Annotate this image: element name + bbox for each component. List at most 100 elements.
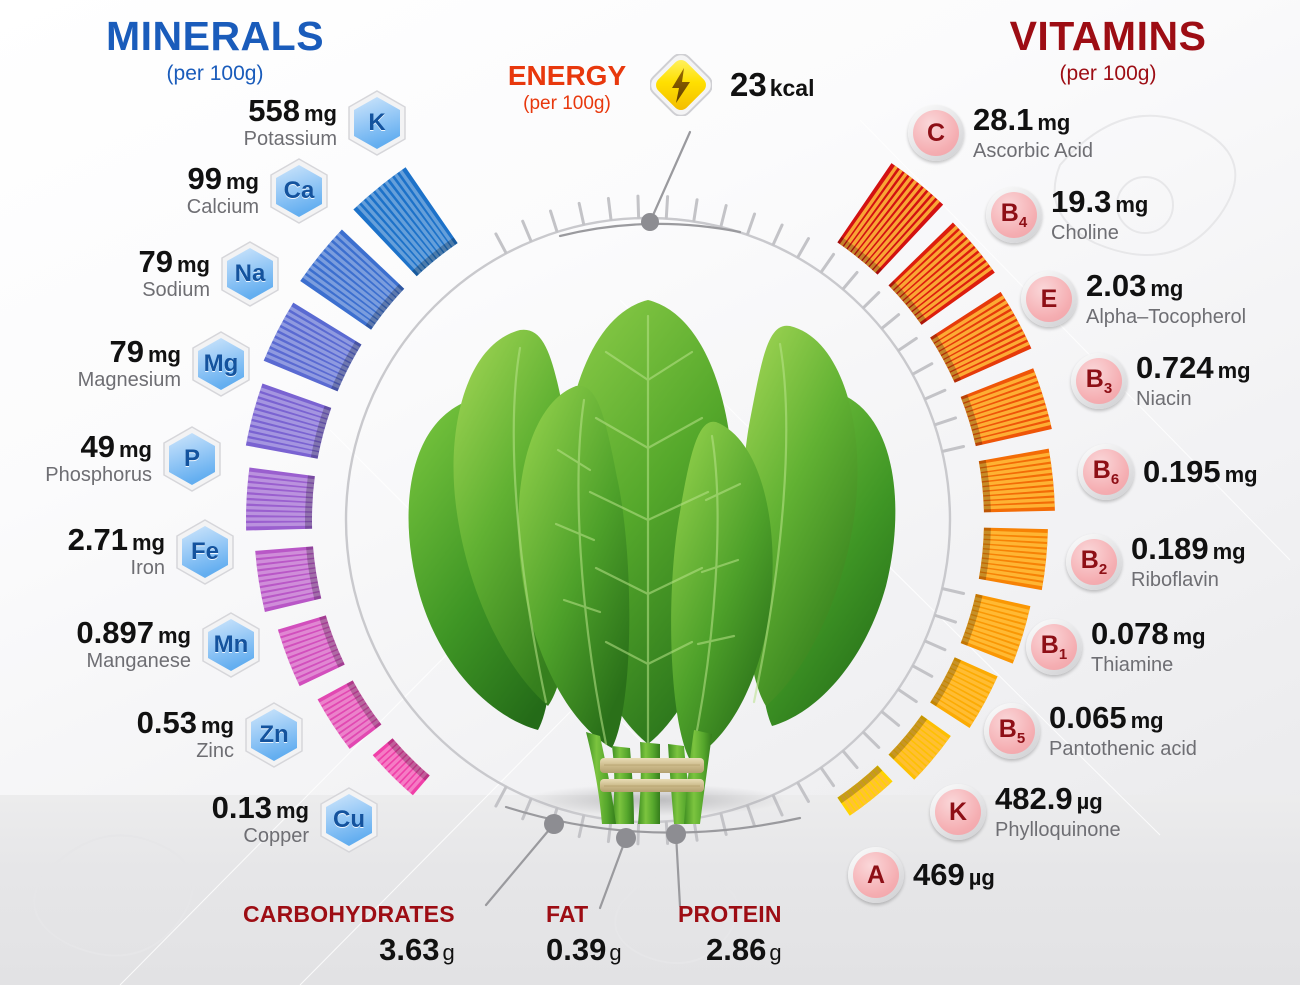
- vitamin-text: 0.078 mg Thiamine: [1091, 616, 1206, 678]
- gauge-segment: [372, 738, 430, 796]
- badge-inner: C: [913, 110, 959, 156]
- mineral-unit: mg: [304, 100, 337, 126]
- vitamin-symbol: B5: [998, 714, 1026, 747]
- mineral-name: Magnesium: [77, 368, 181, 391]
- vitamin-value: 19.3: [1051, 184, 1112, 219]
- vitamin-unit: µg: [968, 864, 995, 890]
- vitamin-text: 28.1 mg Ascorbic Acid: [973, 102, 1093, 164]
- vitamin-row: B6 0.195 mg: [1078, 443, 1258, 501]
- mineral-value: 49: [80, 428, 115, 464]
- mineral-row: 79 mg Sodium Na: [138, 240, 281, 308]
- vitamin-unit: mg: [1172, 624, 1206, 649]
- vitamin-name: Niacin: [1136, 388, 1192, 410]
- mineral-symbol: Mn: [213, 631, 249, 658]
- mineral-row: 0.13 mg Copper Cu: [212, 787, 380, 853]
- vitamin-circle-badge: B2: [1066, 534, 1122, 590]
- gauge-segment: [255, 546, 322, 612]
- vitamin-circle-badge: B5: [984, 703, 1040, 759]
- vitamin-value: 0.195: [1143, 453, 1221, 489]
- macro-unit: g: [442, 940, 455, 965]
- vitamin-symbol: B2: [1080, 545, 1108, 578]
- mineral-text: 558 mg Potassium: [244, 95, 337, 152]
- gauge-segment: [263, 302, 362, 392]
- vitamin-name: Riboflavin: [1131, 569, 1219, 591]
- mineral-value: 79: [109, 333, 144, 369]
- mineral-symbol: K: [368, 109, 386, 136]
- mineral-name: Iron: [130, 556, 165, 579]
- vitamin-text: 469 µg: [913, 857, 995, 894]
- mineral-name: Copper: [243, 824, 309, 847]
- vitamin-name: Alpha–Tocopherol: [1086, 306, 1247, 328]
- vitamin-circle-badge: C: [908, 105, 964, 161]
- mineral-hexagon-badge: Ca: [268, 157, 330, 225]
- vitamin-value: 0.065: [1049, 700, 1127, 735]
- mineral-row: 2.71 mg Iron Fe: [68, 518, 236, 586]
- mineral-symbol: Fe: [190, 538, 219, 565]
- mineral-name: Zinc: [196, 739, 234, 762]
- mineral-row: 79 mg Magnesium Mg: [77, 331, 252, 397]
- vitamin-row: B5 0.065 mg Pantothenic acid: [984, 700, 1197, 762]
- mineral-row: 99 mg Calcium Ca: [187, 157, 330, 225]
- vitamin-row: C 28.1 mg Ascorbic Acid: [908, 102, 1093, 164]
- vitamin-row: E 2.03 mg Alpha–Tocopherol: [1021, 268, 1247, 328]
- mineral-text: 99 mg Calcium: [187, 163, 259, 220]
- macro-item: FAT 0.39 g: [546, 903, 622, 968]
- vitamin-unit: µg: [1076, 789, 1103, 814]
- vitamin-row: B2 0.189 mg Riboflavin: [1066, 531, 1246, 591]
- vitamin-circle-badge: K: [930, 784, 986, 840]
- vitamin-circle-badge: E: [1021, 271, 1077, 327]
- vitamin-value: 0.189: [1131, 531, 1209, 566]
- vitamin-unit: mg: [1115, 192, 1149, 217]
- mineral-symbol: Na: [234, 260, 266, 287]
- mineral-hexagon-badge: Na: [219, 240, 281, 308]
- mineral-value: 79: [138, 243, 173, 279]
- gauge-segment: [317, 680, 382, 749]
- mineral-unit: mg: [177, 251, 210, 277]
- vitamins-title: VITAMINS: [1009, 13, 1207, 59]
- lightning-bolt-icon: [650, 54, 712, 116]
- vitamin-row: B3 0.724 mg Niacin: [1071, 350, 1251, 410]
- minerals-subtitle: (per 100g): [166, 62, 264, 85]
- vitamin-symbol: C: [926, 118, 946, 147]
- vitamin-symbol: E: [1040, 284, 1058, 313]
- mineral-row: 558 mg Potassium K: [244, 89, 408, 157]
- mineral-unit: mg: [119, 436, 152, 462]
- mineral-text: 49 mg Phosphorus: [45, 431, 152, 488]
- badge-inner: E: [1026, 276, 1072, 322]
- gauge-segment: [300, 229, 405, 330]
- vitamin-symbol: B3: [1085, 364, 1113, 397]
- vitamin-symbol: B1: [1040, 630, 1068, 663]
- vitamin-text: 0.065 mg Pantothenic acid: [1049, 700, 1197, 762]
- mineral-name: Sodium: [142, 278, 210, 301]
- macro-value: 0.39: [546, 932, 607, 967]
- vitamin-row: B1 0.078 mg Thiamine: [1026, 616, 1206, 678]
- mineral-hexagon-badge: K: [346, 89, 408, 157]
- vitamin-circle-badge: B1: [1026, 619, 1082, 675]
- mineral-value: 0.53: [136, 704, 197, 740]
- gauge-segment: [246, 467, 315, 531]
- energy-title: ENERGY: [507, 60, 627, 91]
- gauge-segment: [277, 615, 345, 687]
- mineral-text: 0.13 mg Copper: [212, 792, 309, 849]
- macro-value: 3.63: [379, 932, 440, 967]
- vitamins-header: VITAMINS (per 100g): [958, 16, 1258, 86]
- mineral-text: 0.53 mg Zinc: [137, 707, 234, 764]
- vitamin-value: 28.1: [973, 102, 1034, 137]
- mineral-value: 0.13: [211, 789, 272, 825]
- macro-value: 2.86: [706, 932, 767, 967]
- energy-value: 23: [730, 66, 767, 103]
- mineral-name: Potassium: [243, 127, 337, 150]
- gauge-segment: [353, 167, 458, 277]
- badge-inner: B5: [989, 708, 1035, 754]
- vitamin-name: Choline: [1051, 222, 1119, 244]
- mineral-value: 99: [187, 160, 222, 196]
- badge-inner: B6: [1083, 449, 1129, 495]
- macro-unit: g: [769, 940, 782, 965]
- vitamin-text: 482.9 µg Phylloquinone: [995, 781, 1121, 843]
- macro-label: PROTEIN: [678, 901, 782, 927]
- mineral-hexagon-badge: Fe: [174, 518, 236, 586]
